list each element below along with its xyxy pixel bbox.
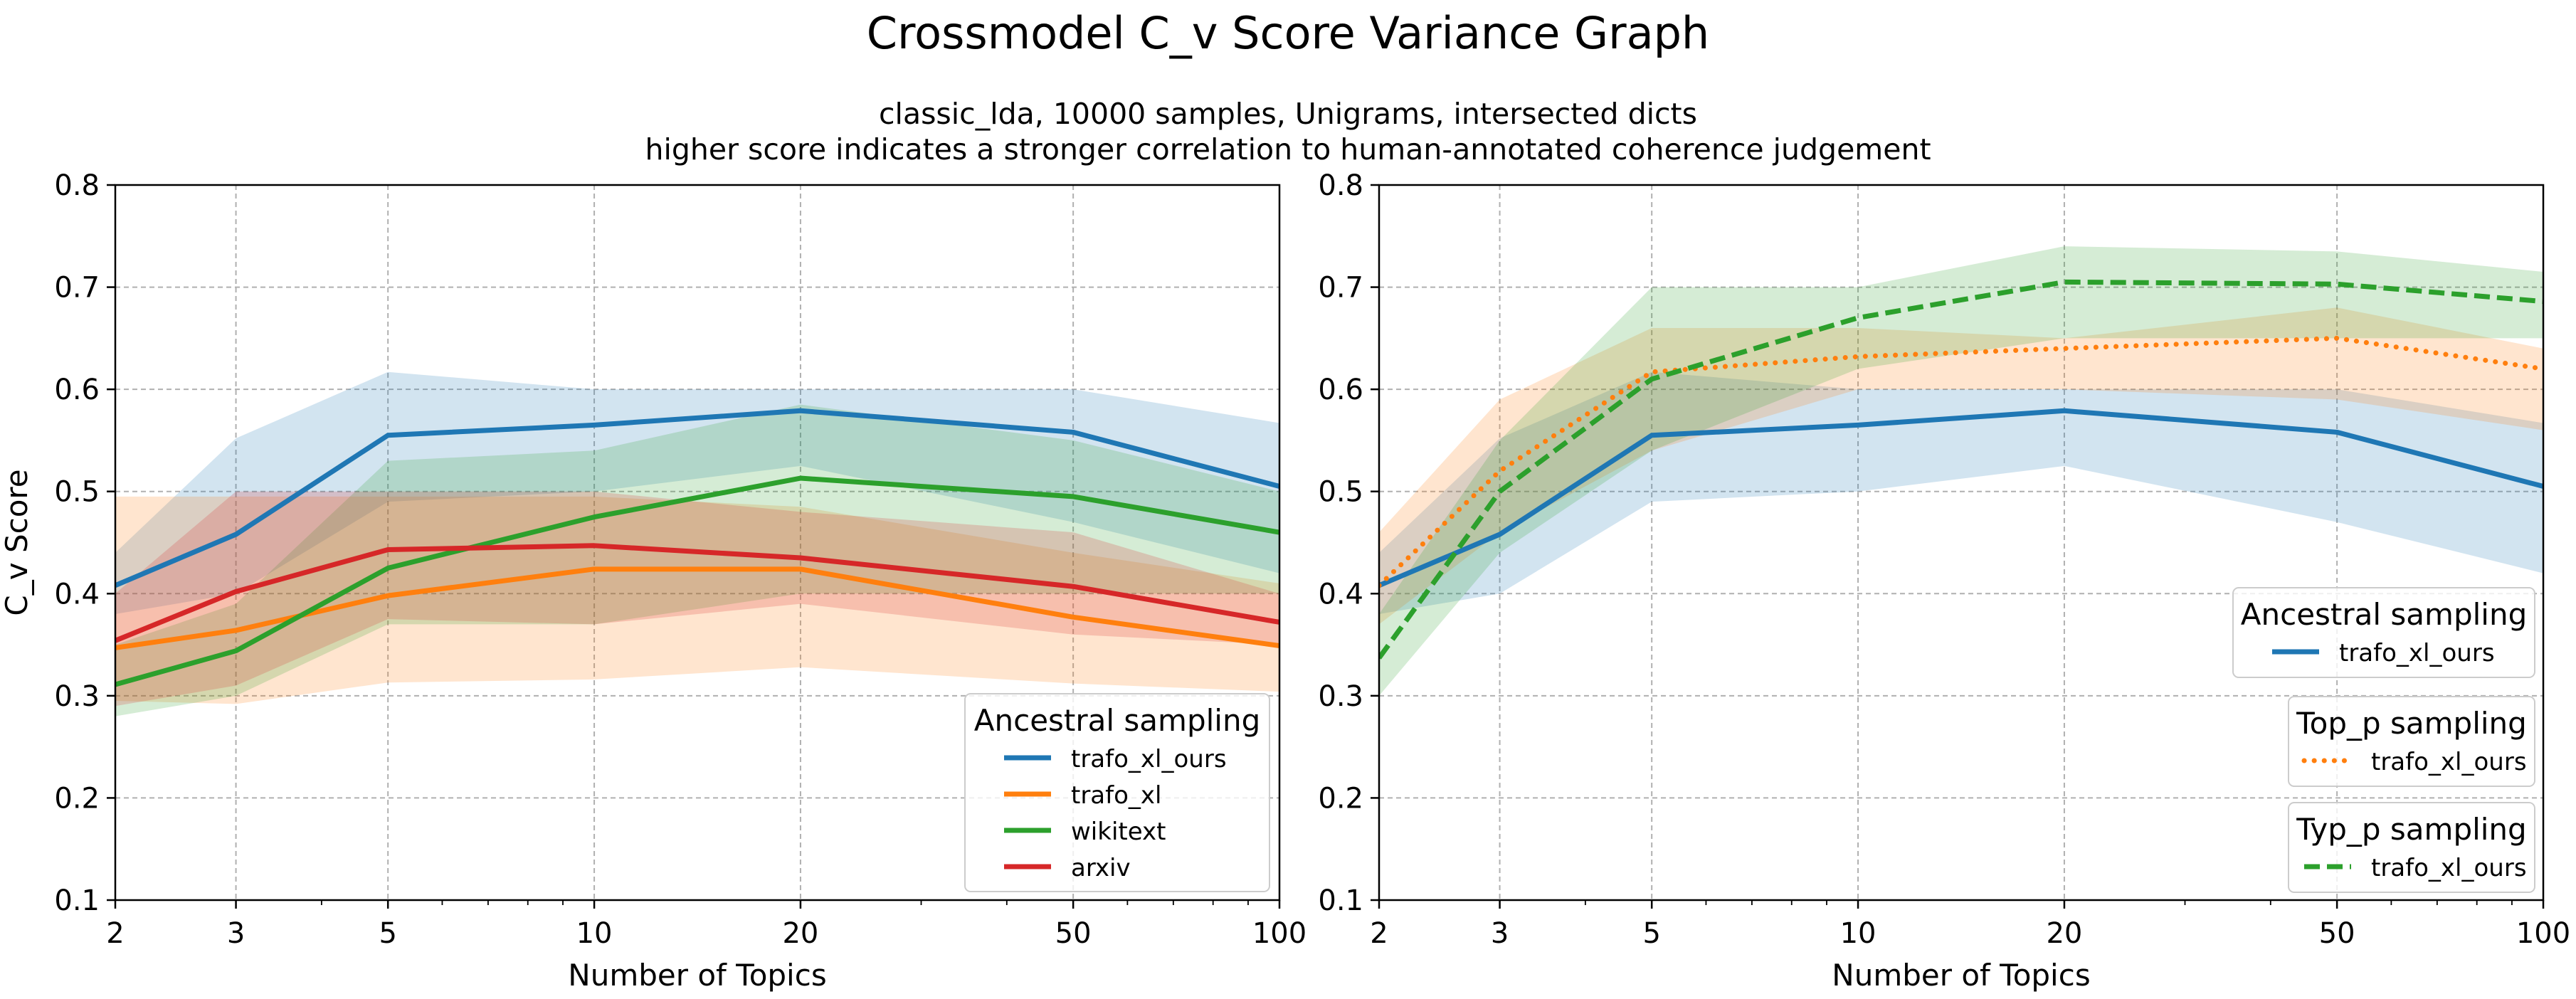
legend-box <box>964 693 1270 892</box>
legend-ancestral-sampling: Ancestral sampling trafo_xl_ours <box>2232 587 2535 678</box>
variance-band-trafo_xl_ours-1 <box>1379 307 2543 625</box>
series-line-trafo_xl_ours-0 <box>115 408 1279 588</box>
legend-typ-p-sampling: Typ_p sampling trafo_xl_ours <box>2288 802 2535 893</box>
x-tick-label: 20 <box>782 917 818 950</box>
series-line-trafo_xl_ours-0 <box>1379 408 2543 588</box>
y-tick-label: 0.5 <box>54 476 100 509</box>
x-tick-label: 10 <box>576 917 613 950</box>
legend-entry-label: wikitext <box>1071 818 1166 846</box>
legend-box <box>2288 802 2535 893</box>
x-tick-label: 20 <box>2046 917 2082 950</box>
series-line-arxiv-3 <box>115 543 1279 643</box>
y-tick-label: 0.2 <box>1318 782 1363 815</box>
plot-panel-2: 2 3 5 10 20 50 100 0.1 0.2 0.3 0.4 0.5 0.6 0.7 0.8 Numb… <box>1318 169 2570 993</box>
legend-title: Typ_p sampling <box>2296 812 2526 847</box>
y-tick-label: 0.5 <box>1318 476 1363 509</box>
x-tick-label: 3 <box>227 917 245 950</box>
x-tick-label: 2 <box>106 917 124 950</box>
series-layer <box>115 371 1279 717</box>
figure-subtitle-line2: higher score indicates a stronger correl… <box>645 132 1931 166</box>
series-line-trafo_xl_ours-1 <box>1379 335 2543 588</box>
legend-ancestral-sampling: Ancestral sampling trafo_xl_ours trafo_xlw… <box>964 693 1270 892</box>
legend-entry-label: trafo_xl <box>1071 781 1161 810</box>
y-tick-label: 0.6 <box>1318 374 1363 406</box>
legend-title: Ancestral sampling <box>974 703 1260 738</box>
figure-subtitle-line1: classic_lda, 10000 samples, Unigrams, in… <box>879 97 1697 131</box>
axes-frame <box>1378 184 2545 902</box>
legend-title: Ancestral sampling <box>2241 597 2527 632</box>
y-tick-label: 0.4 <box>54 578 100 610</box>
series-line-trafo_xl_ours-2 <box>1379 279 2543 660</box>
legend-box <box>2232 587 2535 678</box>
y-tick-label: 0.8 <box>1318 169 1363 202</box>
variance-band-arxiv-3 <box>115 491 1279 707</box>
legend-entry-label: trafo_xl_ours <box>1071 745 1227 773</box>
x-tick-label: 100 <box>1252 917 1307 950</box>
y-tick-label: 0.7 <box>1318 272 1363 305</box>
x-tick-label: 5 <box>1642 917 1660 950</box>
legend-entry-label: trafo_xl_ours <box>2339 639 2495 667</box>
x-tick-label: 5 <box>379 917 396 950</box>
x-tick-label: 50 <box>2319 917 2355 950</box>
legend-title: Top_p sampling <box>2296 706 2527 741</box>
y-tick-label: 0.4 <box>1318 578 1363 610</box>
legend-entry-label: trafo_xl_ours <box>2371 854 2527 882</box>
y-tick-label: 0.1 <box>1318 884 1363 917</box>
x-tick-label: 50 <box>1055 917 1092 950</box>
x-tick-label: 3 <box>1491 917 1509 950</box>
plot-panel-1: 2 3 5 10 20 50 100 0.1 0.2 0.3 0.4 0.5 0.6 0.7 0.8 Numb… <box>0 169 1307 993</box>
x-tick-label: 10 <box>1840 917 1876 950</box>
variance-band-wikitext-2 <box>115 404 1279 717</box>
y-tick-label: 0.1 <box>54 884 100 917</box>
x-axis-label: Number of Topics <box>568 958 826 993</box>
y-axis-label: C_v Score <box>0 469 34 615</box>
legend-top-p-sampling: Top_p sampling trafo_xl_ours <box>2288 696 2535 787</box>
y-tick-label: 0.3 <box>1318 680 1363 713</box>
y-tick-label: 0.3 <box>54 680 100 713</box>
axes-frame <box>114 184 1281 902</box>
x-tick-label: 100 <box>2516 917 2570 950</box>
y-tick-label: 0.7 <box>54 272 100 305</box>
y-tick-label: 0.6 <box>54 374 100 406</box>
x-axis-label: Number of Topics <box>1832 958 2090 993</box>
series-line-trafo_xl-1 <box>115 566 1279 650</box>
x-tick-label: 2 <box>1370 917 1388 950</box>
legend-box <box>2288 696 2535 787</box>
y-tick-label: 0.8 <box>54 169 100 202</box>
figure-title: Crossmodel C_v Score Variance Graph <box>866 7 1710 59</box>
legend-entry-label: arxiv <box>1071 854 1131 882</box>
series-layer <box>1379 246 2543 696</box>
variance-band-trafo_xl_ours-2 <box>1379 246 2543 696</box>
series-line-wikitext-2 <box>115 475 1279 687</box>
y-tick-label: 0.2 <box>54 782 100 815</box>
legend-entry-label: trafo_xl_ours <box>2371 748 2527 776</box>
